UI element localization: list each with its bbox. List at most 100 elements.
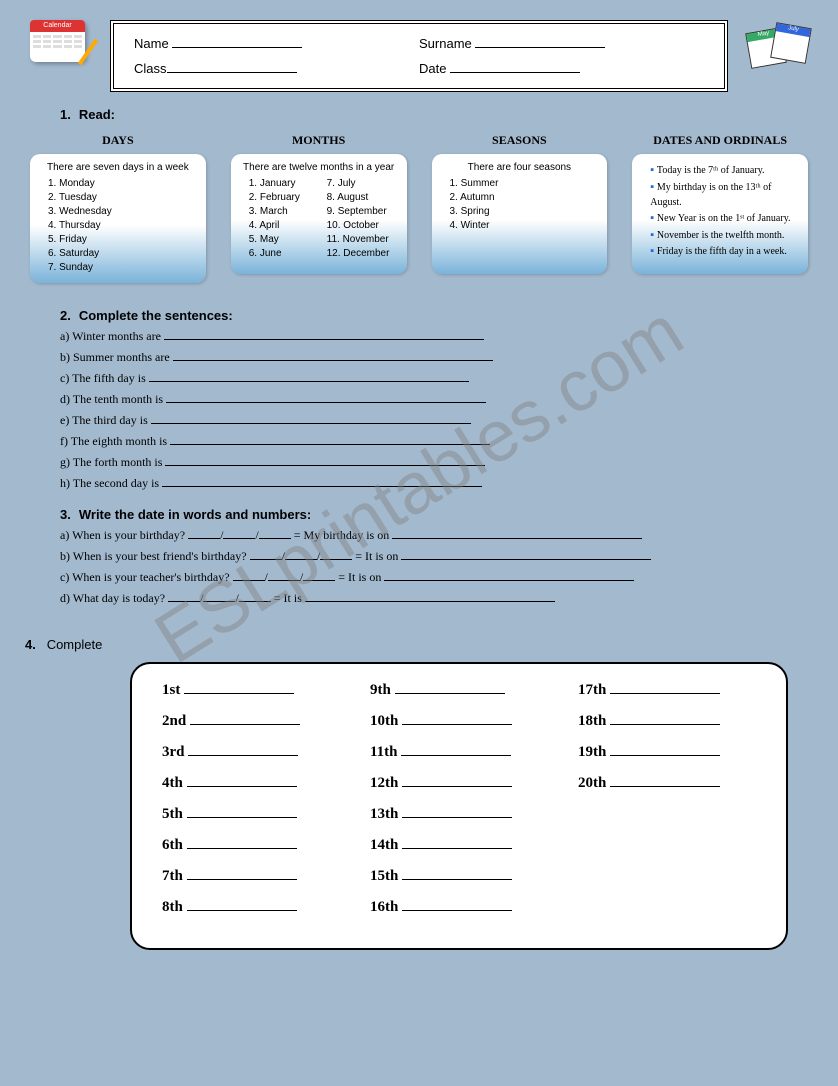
ordinal-blank[interactable] [402, 910, 512, 911]
ordinal-blank[interactable] [184, 693, 294, 694]
date-blank[interactable] [259, 538, 291, 539]
month-item: 7. July [327, 177, 397, 191]
header: Calendar Name Surname Class Date May Jul… [0, 0, 838, 102]
date-blank[interactable] [250, 559, 282, 560]
ordinal-blank[interactable] [402, 848, 512, 849]
date-example: Today is the 7ᵗʰ of January. [650, 162, 798, 179]
month-item: 1. January [249, 177, 319, 191]
answer-blank[interactable] [392, 538, 642, 539]
answer-blank[interactable] [401, 559, 651, 560]
months-heading: MONTHS [231, 133, 407, 148]
section-4: 4. Complete [0, 617, 838, 652]
date-label: Date [419, 61, 446, 76]
name-input[interactable] [172, 47, 302, 48]
day-item: 6. Saturday [48, 247, 196, 261]
month-item: 9. September [327, 205, 397, 219]
surname-label: Surname [419, 36, 472, 51]
answer-blank[interactable] [170, 444, 490, 445]
day-item: 2. Tuesday [48, 191, 196, 205]
season-item: 2. Autumn [450, 191, 598, 205]
seasons-card: There are four seasons 1. Summer2. Autum… [432, 154, 608, 274]
ordinals-box: 1st 2nd 3rd 4th 5th 6th 7th 8th 9th 10th… [130, 662, 788, 950]
ordinal-item: 15th [370, 868, 548, 885]
season-item: 3. Spring [450, 205, 598, 219]
s4-title: Complete [47, 637, 103, 652]
months-intro: There are twelve months in a year [241, 162, 397, 173]
name-label: Name [134, 36, 169, 51]
ordinal-blank[interactable] [402, 817, 512, 818]
ordinal-item: 10th [370, 713, 548, 730]
month-item: 5. May [249, 233, 319, 247]
date-question: c) When is your teacher's birthday? // =… [60, 570, 778, 585]
date-blank[interactable] [188, 538, 220, 539]
days-intro: There are seven days in a week [40, 162, 196, 173]
ordinal-blank[interactable] [402, 724, 512, 725]
month-item: 11. November [327, 233, 397, 247]
date-blank[interactable] [285, 559, 317, 560]
calendar-icon: Calendar [30, 20, 90, 75]
answer-blank[interactable] [151, 423, 471, 424]
ordinal-blank[interactable] [610, 693, 720, 694]
answer-blank[interactable] [384, 580, 634, 581]
date-blank[interactable] [268, 580, 300, 581]
seasons-intro: There are four seasons [442, 162, 598, 173]
date-example: My birthday is on the 13ᵗʰ of August. [650, 179, 798, 211]
ordinal-blank[interactable] [610, 724, 720, 725]
ordinal-blank[interactable] [188, 755, 298, 756]
name-form: Name Surname Class Date [110, 20, 728, 92]
ordinal-blank[interactable] [395, 693, 505, 694]
date-blank[interactable] [203, 601, 235, 602]
ordinal-blank[interactable] [187, 910, 297, 911]
date-blank[interactable] [223, 538, 255, 539]
month-item: 8. August [327, 191, 397, 205]
answer-blank[interactable] [305, 601, 555, 602]
date-blank[interactable] [303, 580, 335, 581]
ordinal-item: 16th [370, 899, 548, 916]
days-heading: DAYS [30, 133, 206, 148]
months-card: There are twelve months in a year 1. Jan… [231, 154, 407, 274]
date-blank[interactable] [320, 559, 352, 560]
day-item: 4. Thursday [48, 219, 196, 233]
class-input[interactable] [167, 72, 297, 73]
fill-line: h) The second day is [60, 476, 778, 491]
day-item: 3. Wednesday [48, 205, 196, 219]
ordinal-blank[interactable] [187, 786, 297, 787]
answer-blank[interactable] [162, 486, 482, 487]
ordinal-item: 8th [162, 899, 340, 916]
surname-input[interactable] [475, 47, 605, 48]
ordinal-blank[interactable] [187, 879, 297, 880]
season-item: 1. Summer [450, 177, 598, 191]
ordinal-item: 19th [578, 744, 756, 761]
ordinal-blank[interactable] [187, 817, 297, 818]
ordinal-item: 20th [578, 775, 756, 792]
answer-blank[interactable] [149, 381, 469, 382]
month-item: 10. October [327, 219, 397, 233]
ordinal-item: 13th [370, 806, 548, 823]
date-input[interactable] [450, 72, 580, 73]
ordinal-blank[interactable] [401, 755, 511, 756]
date-blank[interactable] [168, 601, 200, 602]
seasons-heading: SEASONS [432, 133, 608, 148]
ordinal-blank[interactable] [187, 848, 297, 849]
ordinal-item: 11th [370, 744, 548, 761]
ordinal-blank[interactable] [402, 786, 512, 787]
date-blank[interactable] [239, 601, 271, 602]
date-blank[interactable] [233, 580, 265, 581]
ordinal-blank[interactable] [190, 724, 300, 725]
section-2: 2.Complete the sentences: a) Winter mont… [0, 303, 838, 502]
answer-blank[interactable] [165, 465, 485, 466]
read-cards: DAYS There are seven days in a week 1. M… [0, 133, 838, 283]
answer-blank[interactable] [173, 360, 493, 361]
answer-blank[interactable] [164, 339, 484, 340]
date-question: d) What day is today? // = It is [60, 591, 778, 606]
ordinal-blank[interactable] [402, 879, 512, 880]
answer-blank[interactable] [166, 402, 486, 403]
ordinal-blank[interactable] [610, 786, 720, 787]
s1-title: Read: [79, 107, 115, 122]
day-item: 5. Friday [48, 233, 196, 247]
fill-line: d) The tenth month is [60, 392, 778, 407]
ordinal-blank[interactable] [610, 755, 720, 756]
calendars-icon: May July [748, 20, 808, 75]
ordinal-item: 12th [370, 775, 548, 792]
fill-line: b) Summer months are [60, 350, 778, 365]
